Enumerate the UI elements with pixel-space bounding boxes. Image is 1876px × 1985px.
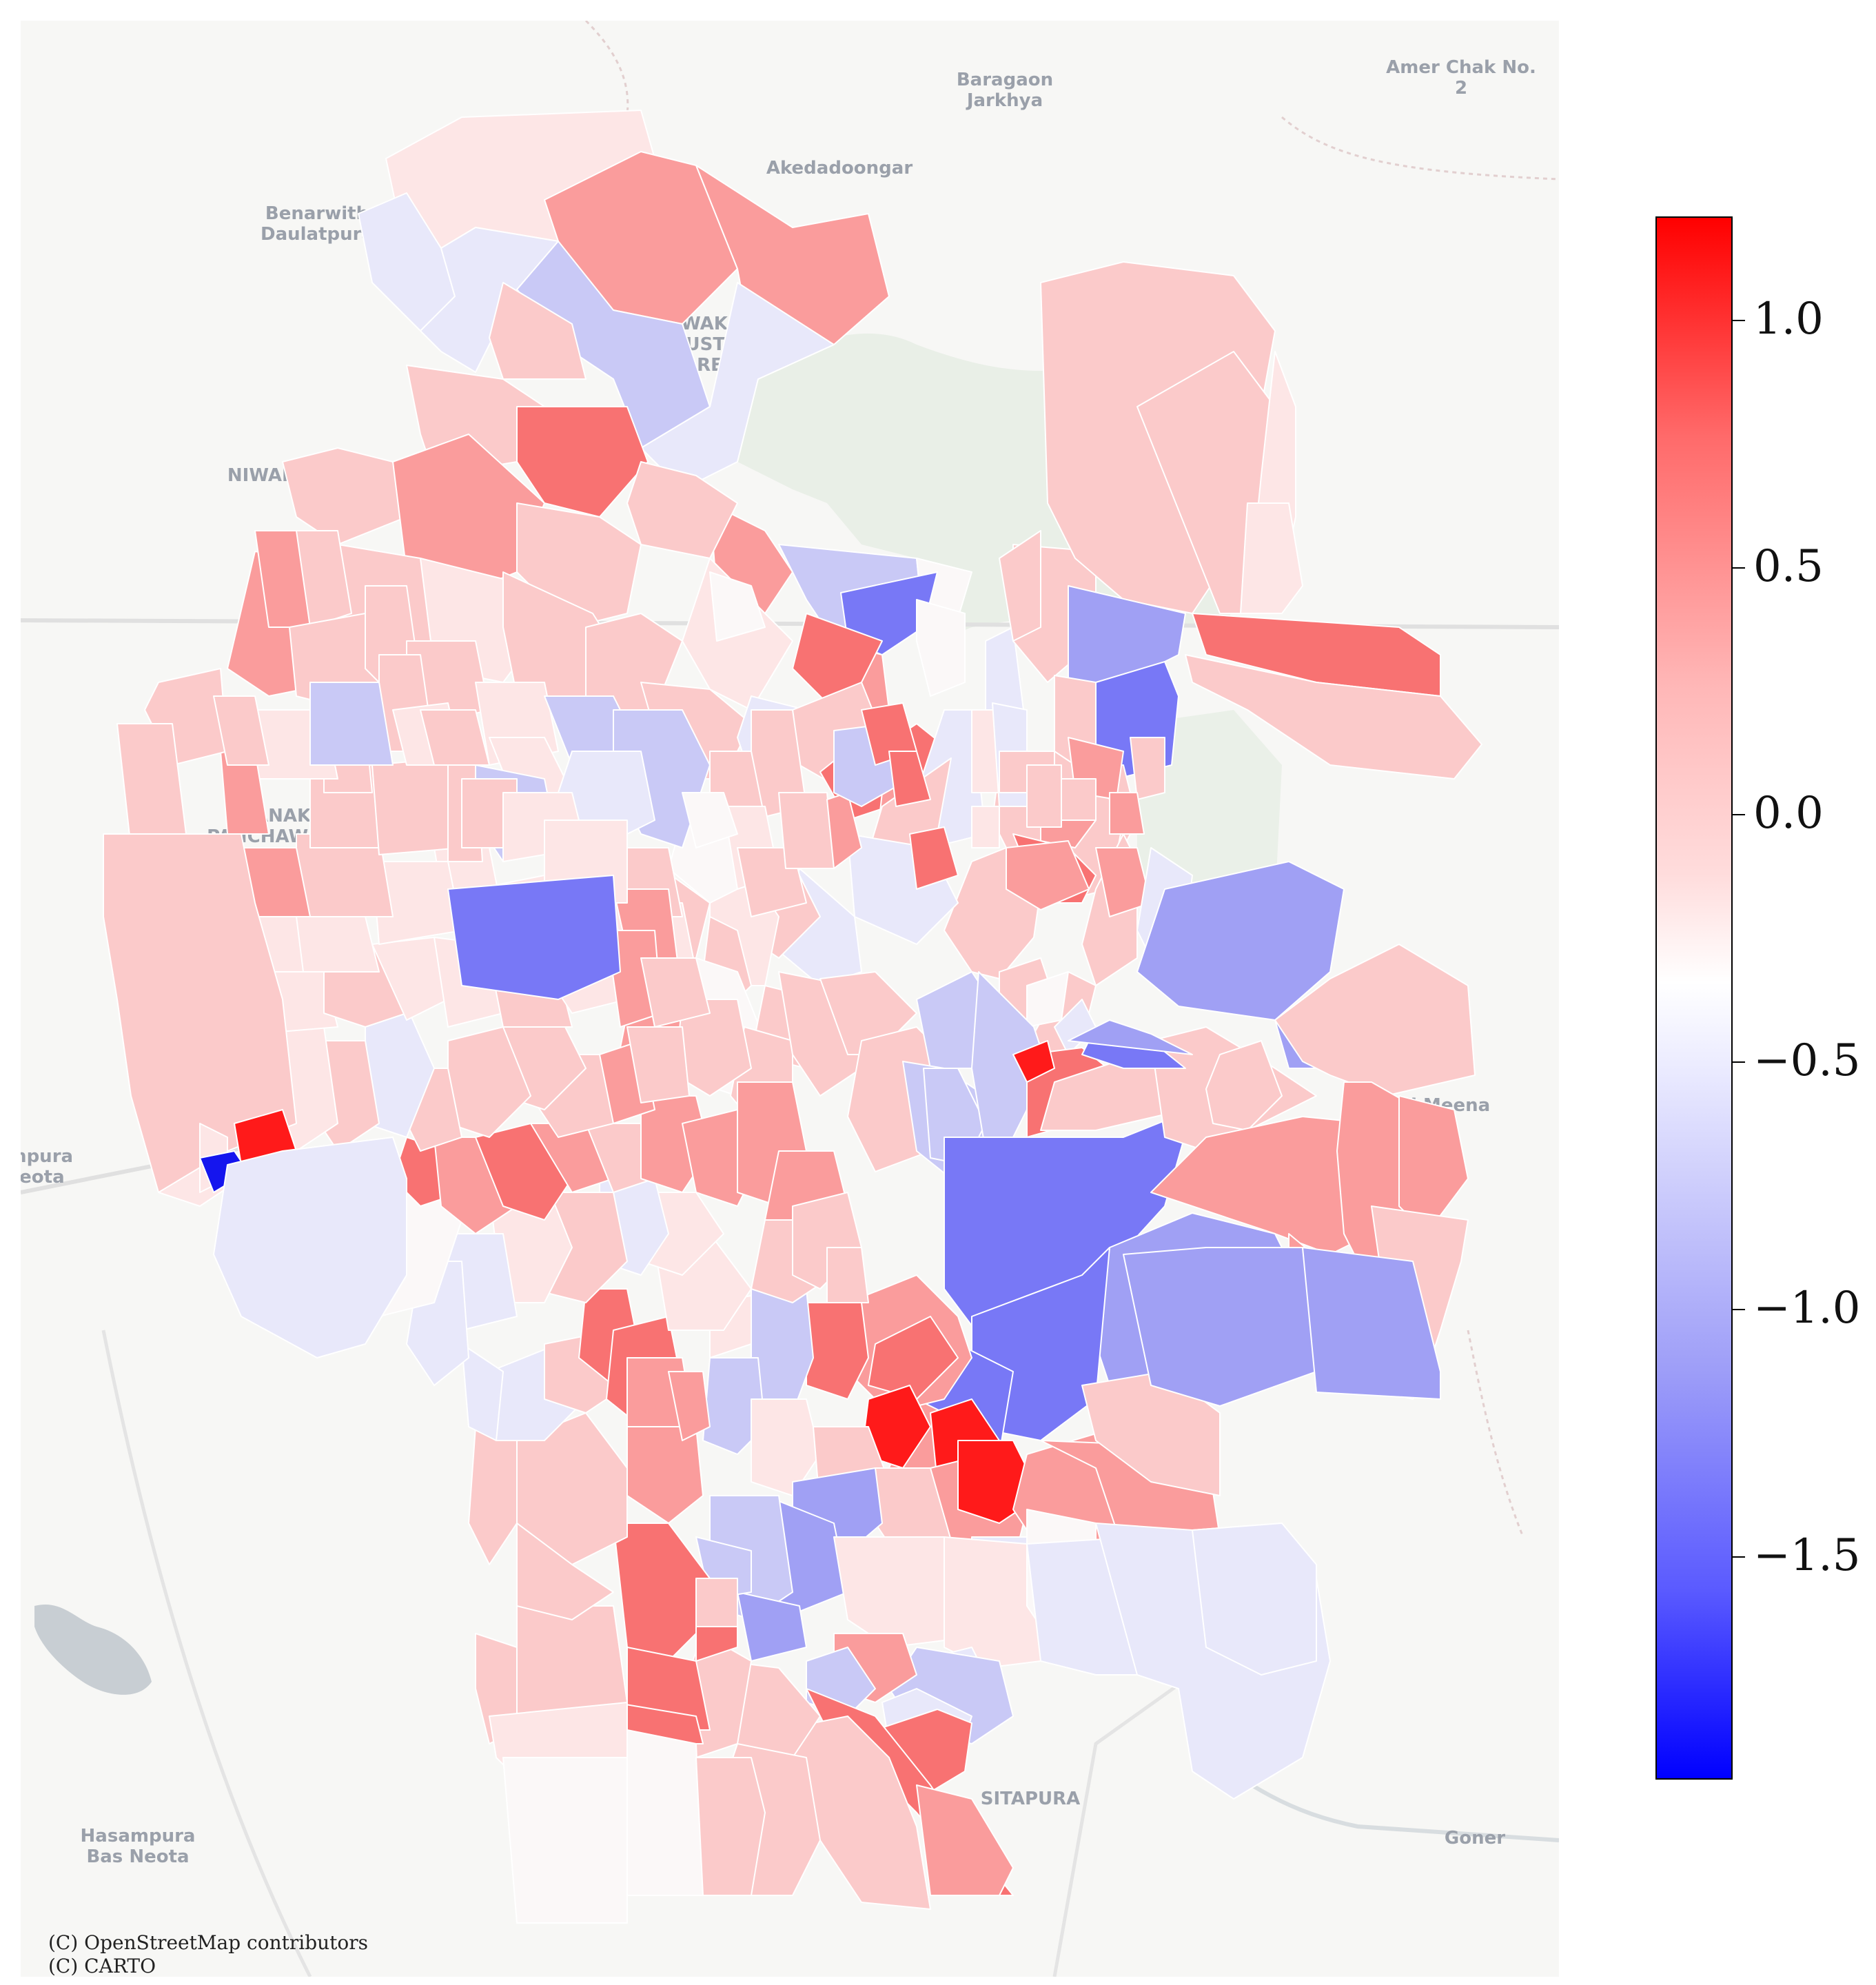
colorbar-tick [1733, 1061, 1745, 1063]
ward-region[interactable] [1026, 764, 1062, 828]
place-label-benarwith: Benarwith Daulatpura [261, 203, 374, 245]
attribution-carto: (C) CARTO [48, 1955, 156, 1977]
ward-region[interactable] [640, 957, 711, 1028]
ward-region[interactable] [1123, 1247, 1317, 1407]
ward-region[interactable] [682, 792, 738, 848]
ward-region[interactable] [626, 1026, 690, 1103]
colorbar-tick-label: 0.0 [1753, 788, 1824, 839]
colorbar-tick-label: −1.5 [1753, 1530, 1861, 1582]
ward-region[interactable] [695, 1578, 738, 1627]
ward-region[interactable] [695, 1757, 766, 1896]
ward-region[interactable] [1068, 1019, 1193, 1055]
colorbar-tick [1733, 1556, 1745, 1558]
colorbar-tick [1733, 1309, 1745, 1311]
ward-region[interactable] [1012, 1040, 1055, 1083]
ward-region[interactable] [502, 1757, 628, 1924]
place-label-goner: Goner [1445, 1828, 1505, 1849]
ward-region[interactable] [1006, 840, 1090, 910]
ward-region[interactable] [737, 1591, 807, 1662]
ward-region[interactable] [461, 1343, 504, 1441]
ward-region[interactable] [489, 282, 587, 380]
ward-region[interactable] [296, 916, 380, 973]
ward-region[interactable] [1130, 737, 1165, 800]
ward-region[interactable] [709, 571, 766, 642]
colorbar-tick-label: 1.0 [1753, 293, 1824, 345]
ward-region[interactable] [1274, 944, 1476, 1097]
place-label-akedadoongar: Akedadoongar [766, 158, 913, 179]
place-label-hampura: ampuraNeota [21, 1146, 73, 1188]
ward-region[interactable] [640, 282, 835, 490]
ward-region[interactable] [1302, 1247, 1441, 1400]
ward-region[interactable] [668, 1371, 711, 1441]
ward-region[interactable] [999, 530, 1041, 642]
ward-region[interactable] [447, 875, 621, 1000]
ward-region[interactable] [309, 682, 394, 766]
choropleth-map[interactable]: Baragaon Jarkhya Amer Chak No. 2 Akedadoonga… [21, 21, 1559, 1977]
place-label-amer-chak: Amer Chak No. 2 [1386, 57, 1536, 99]
colorbar [1655, 216, 1733, 1780]
ward-region[interactable] [778, 792, 835, 869]
ward-region[interactable] [751, 1398, 821, 1496]
colorbar-tick [1733, 814, 1745, 816]
ward-region[interactable] [213, 1137, 407, 1358]
ward-region[interactable] [626, 1729, 704, 1896]
colorbar-tick-label: −1.0 [1753, 1283, 1861, 1334]
ward-region[interactable] [916, 599, 966, 697]
place-label-hasampura: Hasampura Bas Neota [81, 1826, 196, 1867]
ward-region[interactable] [888, 751, 931, 807]
ward-region[interactable] [909, 826, 959, 890]
ward-regions [103, 110, 1482, 1924]
ward-region[interactable] [1398, 1095, 1469, 1234]
ward-region[interactable] [971, 806, 1000, 848]
ward-region[interactable] [1185, 654, 1482, 780]
colorbar-tick-label: −0.5 [1753, 1035, 1861, 1087]
ward-region[interactable] [1026, 971, 1069, 1028]
colorbar-tick [1733, 567, 1745, 569]
place-label-baragaon: Baragaon Jarkhya [957, 70, 1053, 111]
ward-region[interactable] [1192, 1523, 1317, 1676]
ward-region[interactable] [420, 227, 559, 373]
colorbar-tick-label: 0.5 [1753, 540, 1824, 592]
ward-region[interactable] [516, 1523, 614, 1620]
map-canvas: Baragaon Jarkhya Amer Chak No. 2 Akedadoonga… [21, 21, 1559, 1977]
ward-region[interactable] [826, 1247, 869, 1303]
colorbar-tick [1733, 319, 1745, 321]
place-label-sitapura: SITAPURA [981, 1789, 1081, 1809]
ward-region[interactable] [213, 695, 269, 766]
ward-region[interactable] [1109, 792, 1145, 835]
ward-region[interactable] [868, 1316, 959, 1400]
ward-region[interactable] [1136, 861, 1345, 1021]
lake [34, 1604, 152, 1695]
attribution-osm: (C) OpenStreetMap contributors [48, 1931, 369, 1954]
ward-region[interactable] [1240, 502, 1303, 614]
ward-region[interactable] [916, 1784, 1014, 1896]
